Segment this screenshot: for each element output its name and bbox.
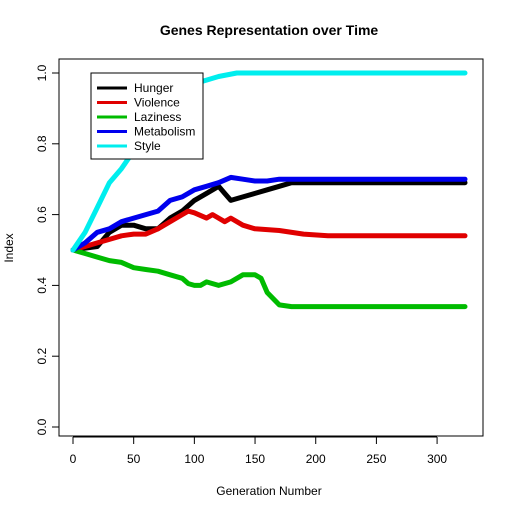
legend-label-laziness: Laziness [134,110,181,124]
x-tick-label: 200 [306,452,326,466]
series-line-metabolism [70,174,468,253]
x-tick-label: 50 [127,452,141,466]
series-line-laziness [70,247,468,310]
y-tick-label: 0.2 [35,348,49,365]
x-axis-ticks: 0 50 100 150 200 250 300 [70,437,447,466]
y-tick-label: 0.0 [35,418,49,435]
x-tick-label: 0 [70,452,77,466]
legend-label-style: Style [134,139,161,153]
legend-label-hunger: Hunger [134,81,173,95]
legend-label-metabolism: Metabolism [134,125,195,139]
series-line-hunger [70,180,468,253]
series-line-violence [70,208,468,253]
x-tick-label: 300 [427,452,447,466]
y-tick-label: 0.4 [35,277,49,294]
x-tick-label: 150 [245,452,265,466]
x-tick-label: 250 [366,452,386,466]
legend-label-violence: Violence [134,96,180,110]
x-axis-label: Generation Number [216,484,321,498]
x-tick-label: 100 [184,452,204,466]
y-axis-ticks: 0.0 0.2 0.4 0.6 0.8 1.0 [35,64,59,435]
y-tick-label: 1.0 [35,64,49,81]
chart-title: Genes Representation over Time [160,22,379,38]
y-axis-label: Index [2,233,16,262]
y-tick-label: 0.6 [35,206,49,223]
y-tick-label: 0.8 [35,135,49,152]
